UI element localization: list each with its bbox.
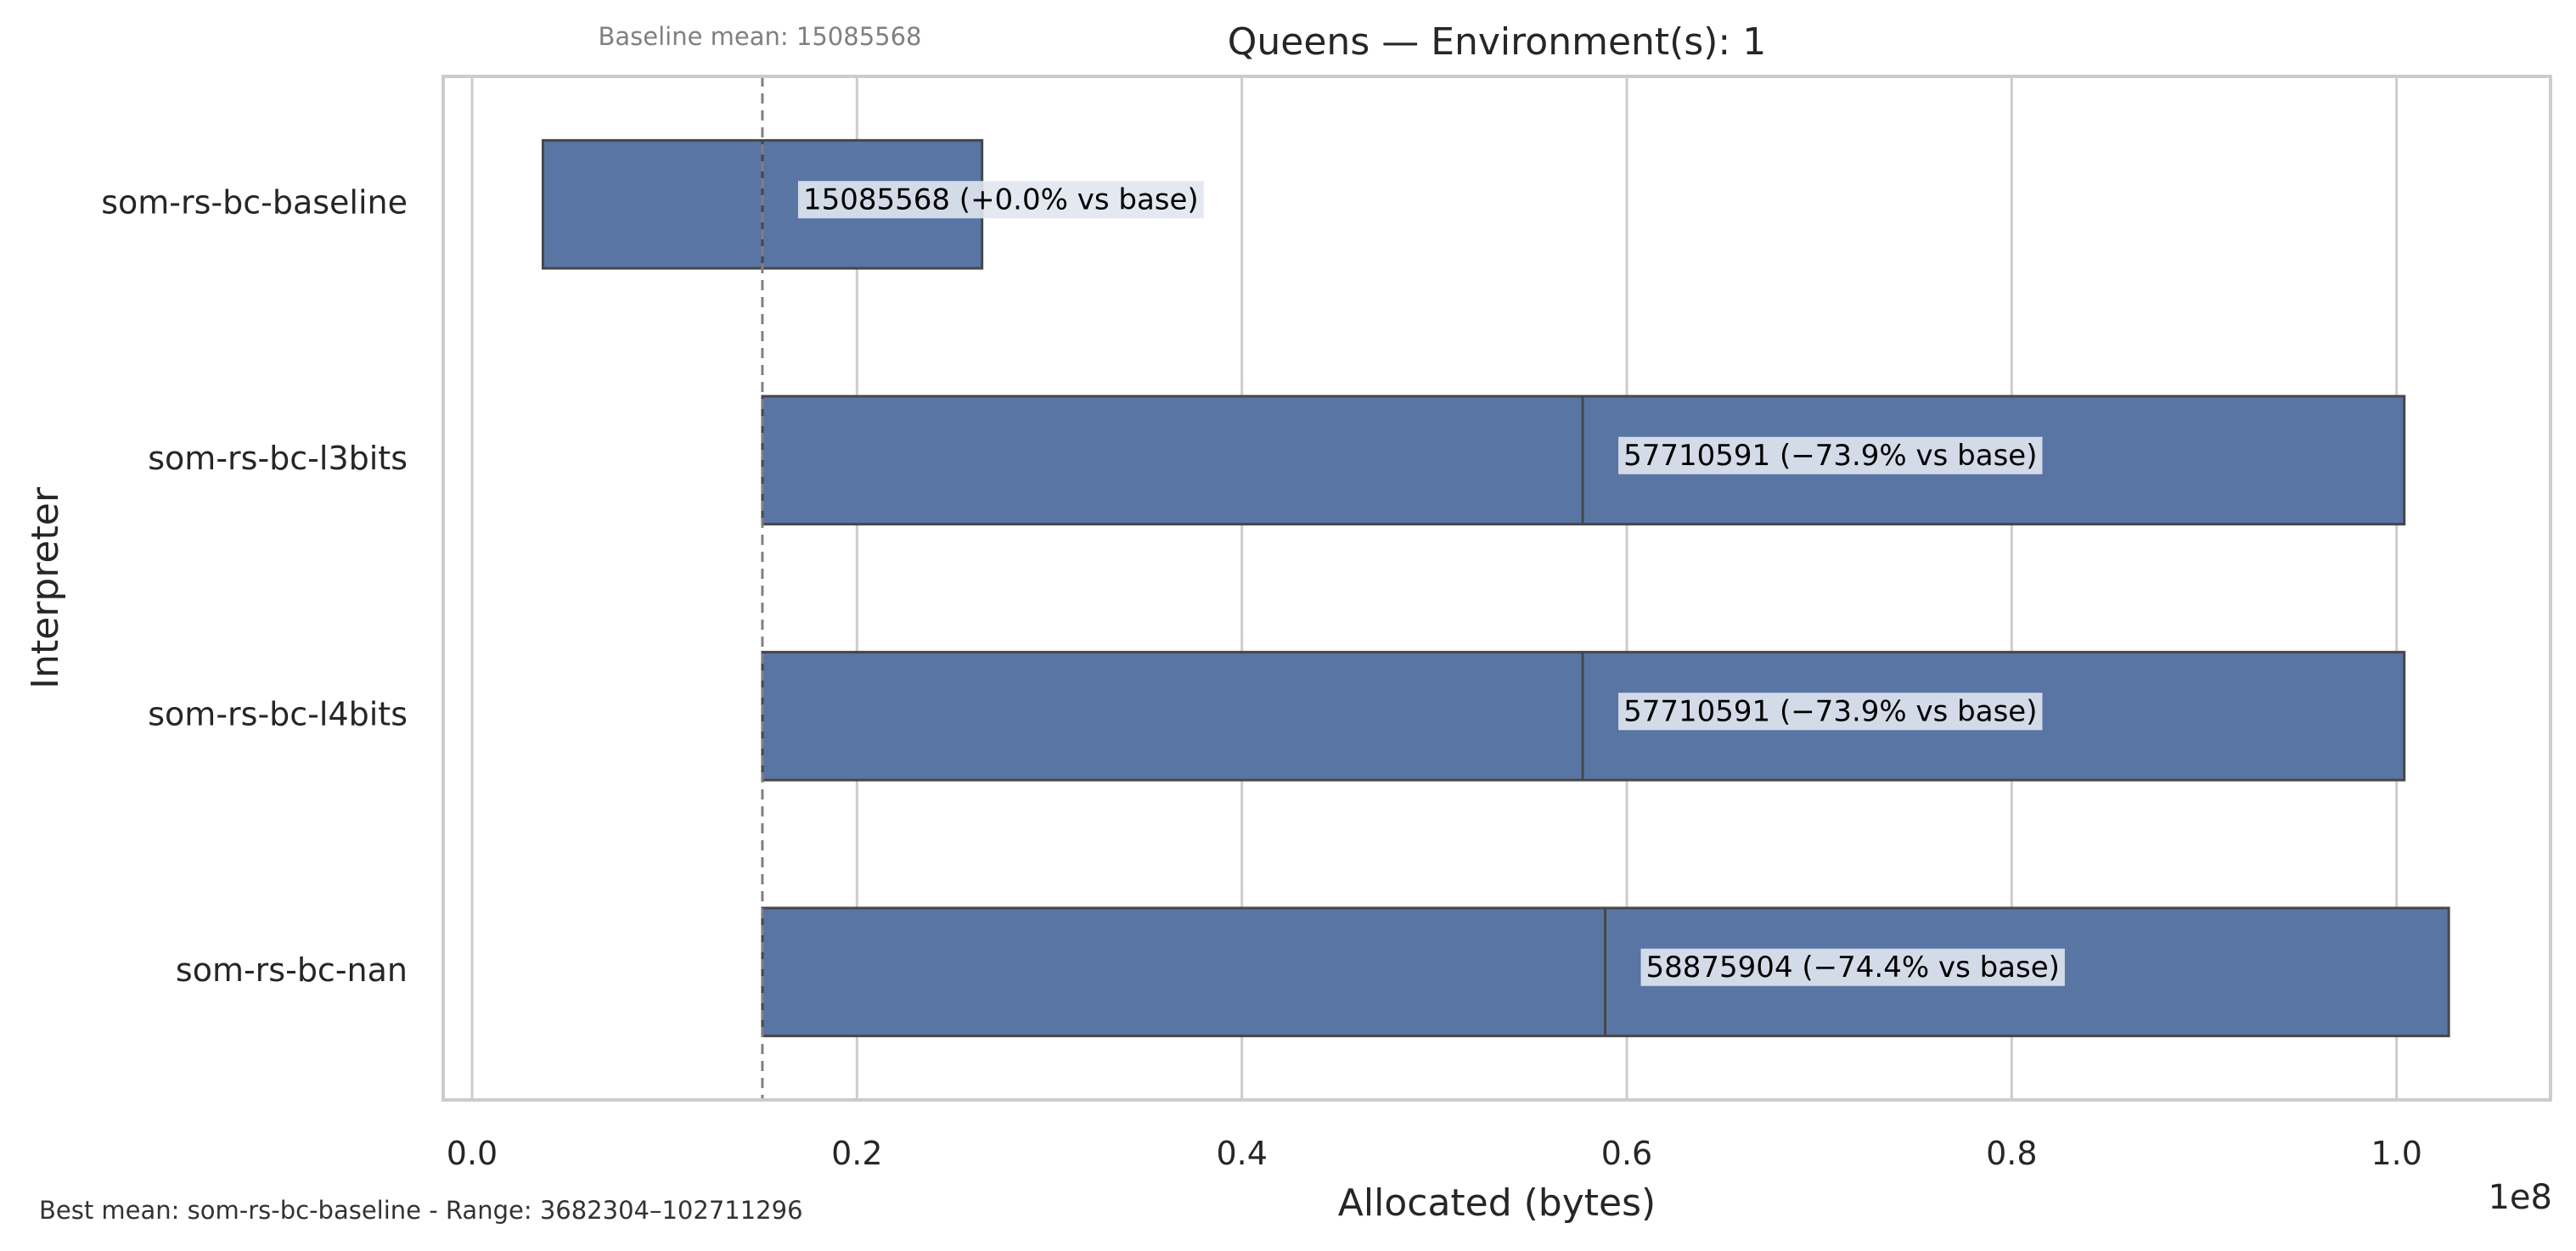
bar-label-background <box>1618 436 2043 474</box>
bar-labels: 15085568 (+0.0% vs base) 57710591 (−73.9%… <box>797 181 2065 986</box>
x-tick-label: 0.4 <box>1216 1135 1267 1172</box>
x-tick-label: 0.2 <box>831 1135 882 1172</box>
x-tick-label: 1.0 <box>2371 1135 2421 1172</box>
plot-frame <box>442 75 2552 1102</box>
footer-note: Best mean: som-rs-bc-baseline - Range: 3… <box>39 1196 803 1225</box>
bar-label-background <box>1640 948 2065 986</box>
bar-label-background <box>1618 693 2043 731</box>
bar-value-label: 57710591 (−73.9% vs base) <box>1623 439 2037 473</box>
bar-value-label: 58875904 (−74.4% vs base) <box>1646 951 2060 985</box>
bars <box>541 138 2450 1038</box>
bar-value-label: 15085568 (+0.0% vs base) <box>803 182 1199 216</box>
y-tick-label: som-rs-bc-l3bits <box>148 440 408 477</box>
x-tick-labels: 0.0 0.2 0.4 0.6 0.8 1.0 <box>447 1135 2422 1172</box>
y-tick-label: som-rs-bc-baseline <box>101 183 408 221</box>
y-axis-label: Interpreter <box>24 486 67 689</box>
bar-value-label: 57710591 (−73.9% vs base) <box>1623 694 2037 728</box>
x-tick-label: 0.8 <box>1986 1135 2037 1172</box>
y-tick-label: som-rs-bc-l4bits <box>148 695 408 732</box>
chart-title: Queens — Environment(s): 1 <box>1228 20 1766 64</box>
baseline-caption: Baseline mean: 15085568 <box>598 22 921 51</box>
bar-label-background <box>797 181 1204 219</box>
x-tick-label: 0.6 <box>1601 1135 1652 1172</box>
y-tick-label: som-rs-bc-nan <box>176 951 408 989</box>
y-tick-labels: som-rs-bc-baseline som-rs-bc-l3bits som-rs… <box>101 183 408 989</box>
x-axis-label: Allocated (bytes) <box>1338 1181 1656 1225</box>
x-offset-label: 1e8 <box>2488 1178 2552 1217</box>
x-tick-label: 0.0 <box>447 1135 498 1172</box>
